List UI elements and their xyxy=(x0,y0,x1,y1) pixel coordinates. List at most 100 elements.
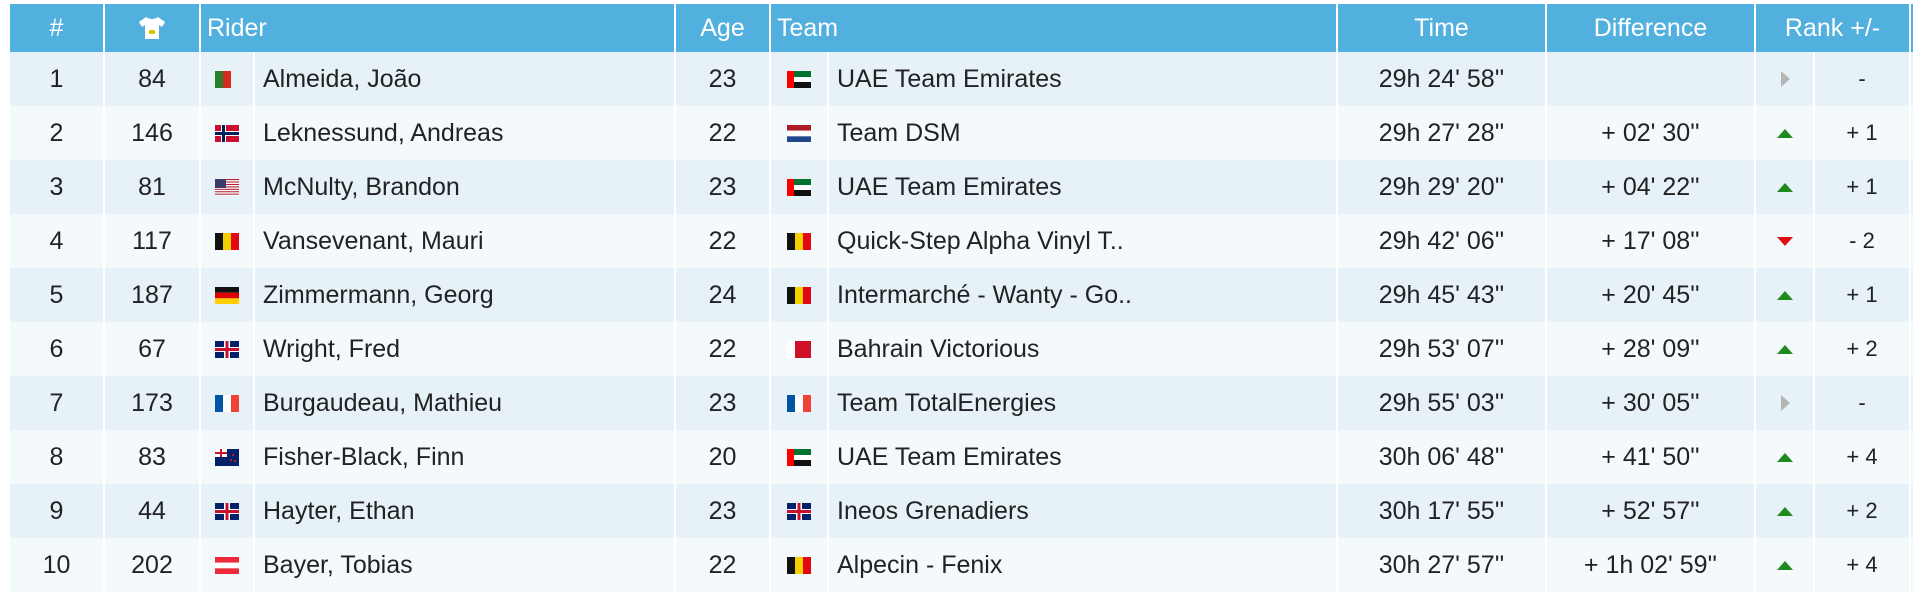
team-flag xyxy=(771,268,829,322)
rank: 6 xyxy=(10,322,105,376)
difference: + 02' 30'' xyxy=(1547,106,1756,160)
rank-change-arrow xyxy=(1780,71,1790,87)
table-row: 4 117 Vansevenant, Mauri 22 Quick-Step Alpha… xyxy=(10,214,1913,268)
age: 20 xyxy=(676,430,771,484)
rider-name: Leknessund, Andreas xyxy=(255,106,676,160)
flag-icon xyxy=(787,340,811,358)
difference: + 17' 08'' xyxy=(1547,214,1756,268)
team-name: Quick-Step Alpha Vinyl T.. xyxy=(829,214,1338,268)
bib: 187 xyxy=(105,268,201,322)
difference: + 20' 45'' xyxy=(1547,268,1756,322)
bib: 146 xyxy=(105,106,201,160)
rider-flag xyxy=(201,214,255,268)
rider-flag xyxy=(201,160,255,214)
rider-flag xyxy=(201,322,255,376)
team-flag xyxy=(771,484,829,538)
flag-icon xyxy=(787,448,811,466)
table-row: 6 67 Wright, Fred 22 Bahrain Victorious 29h 5… xyxy=(10,322,1913,376)
table-row: 1 84 Almeida, João 23 UAE Team Emirates 29h 2… xyxy=(10,52,1913,106)
bib: 117 xyxy=(105,214,201,268)
flag-icon xyxy=(787,70,811,88)
flag-icon xyxy=(787,502,811,520)
rank-change-icon xyxy=(1756,160,1815,214)
rank: 1 xyxy=(10,52,105,106)
rank-change-icon xyxy=(1756,52,1815,106)
flag-icon xyxy=(215,286,239,304)
rider-name: McNulty, Brandon xyxy=(255,160,676,214)
flag-icon xyxy=(787,124,811,142)
team-name: Alpecin - Fenix xyxy=(829,538,1338,592)
rank-change-arrow xyxy=(1776,453,1793,462)
team-flag xyxy=(771,214,829,268)
header-time: Time xyxy=(1338,4,1547,52)
time: 30h 06' 48'' xyxy=(1338,430,1547,484)
rank-change-icon xyxy=(1756,106,1815,160)
rider-flag xyxy=(201,376,255,430)
table-row: 7 173 Burgaudeau, Mathieu 23 Team TotalEnerg… xyxy=(10,376,1913,430)
rank-change: + 2 xyxy=(1815,322,1911,376)
header-row: # Rider Age Team Time Difference Rank +/… xyxy=(10,4,1913,52)
team-name: Team DSM xyxy=(829,106,1338,160)
rank-change-icon xyxy=(1756,538,1815,592)
rank-change-icon xyxy=(1756,484,1815,538)
age: 23 xyxy=(676,52,771,106)
table-row: 5 187 Zimmermann, Georg 24 Intermarché - Wan… xyxy=(10,268,1913,322)
flag-icon xyxy=(215,232,239,250)
rider-name: Wright, Fred xyxy=(255,322,676,376)
flag-icon xyxy=(787,232,811,250)
difference: + 04' 22'' xyxy=(1547,160,1756,214)
rider-flag xyxy=(201,106,255,160)
team-name: Ineos Grenadiers xyxy=(829,484,1338,538)
header-rider: Rider xyxy=(201,4,676,52)
rank-change: + 1 xyxy=(1815,160,1911,214)
rank-change-icon xyxy=(1756,376,1815,430)
flag-icon xyxy=(787,286,811,304)
team-flag xyxy=(771,52,829,106)
flag-icon xyxy=(215,340,239,358)
ranking-table: # Rider Age Team Time Difference Rank +/… xyxy=(10,4,1913,592)
flag-icon xyxy=(215,394,239,412)
team-flag xyxy=(771,430,829,484)
rank: 8 xyxy=(10,430,105,484)
rank: 4 xyxy=(10,214,105,268)
header-jersey xyxy=(105,4,201,52)
bib: 202 xyxy=(105,538,201,592)
team-flag xyxy=(771,160,829,214)
flag-icon xyxy=(215,556,239,574)
rank-change: - xyxy=(1815,376,1911,430)
flag-icon xyxy=(787,178,811,196)
age: 22 xyxy=(676,106,771,160)
rider-flag xyxy=(201,484,255,538)
bib: 83 xyxy=(105,430,201,484)
rank: 2 xyxy=(10,106,105,160)
team-flag xyxy=(771,376,829,430)
team-flag xyxy=(771,322,829,376)
bib: 67 xyxy=(105,322,201,376)
rank-change-arrow xyxy=(1776,291,1793,300)
rank-change: - xyxy=(1815,52,1911,106)
table-row: 10 202 Bayer, Tobias 22 Alpecin - Fenix 30h 2… xyxy=(10,538,1913,592)
rank-change-icon xyxy=(1756,430,1815,484)
difference: + 30' 05'' xyxy=(1547,376,1756,430)
rider-flag xyxy=(201,538,255,592)
jersey-icon xyxy=(139,17,165,39)
rank: 10 xyxy=(10,538,105,592)
bib: 44 xyxy=(105,484,201,538)
age: 22 xyxy=(676,538,771,592)
rank-change: + 1 xyxy=(1815,106,1911,160)
rank-change-arrow xyxy=(1776,237,1793,246)
time: 29h 55' 03'' xyxy=(1338,376,1547,430)
table-row: 2 146 Leknessund, Andreas 22 Team DSM 29h 27'… xyxy=(10,106,1913,160)
rank-change: - 2 xyxy=(1815,214,1911,268)
team-name: Team TotalEnergies xyxy=(829,376,1338,430)
rider-name: Bayer, Tobias xyxy=(255,538,676,592)
rank-change-arrow xyxy=(1780,395,1790,411)
time: 29h 42' 06'' xyxy=(1338,214,1547,268)
difference xyxy=(1547,52,1756,106)
bib: 84 xyxy=(105,52,201,106)
rider-flag xyxy=(201,52,255,106)
rider-name: Zimmermann, Georg xyxy=(255,268,676,322)
age: 24 xyxy=(676,268,771,322)
header-rank-change: Rank +/- xyxy=(1756,4,1911,52)
time: 29h 29' 20'' xyxy=(1338,160,1547,214)
